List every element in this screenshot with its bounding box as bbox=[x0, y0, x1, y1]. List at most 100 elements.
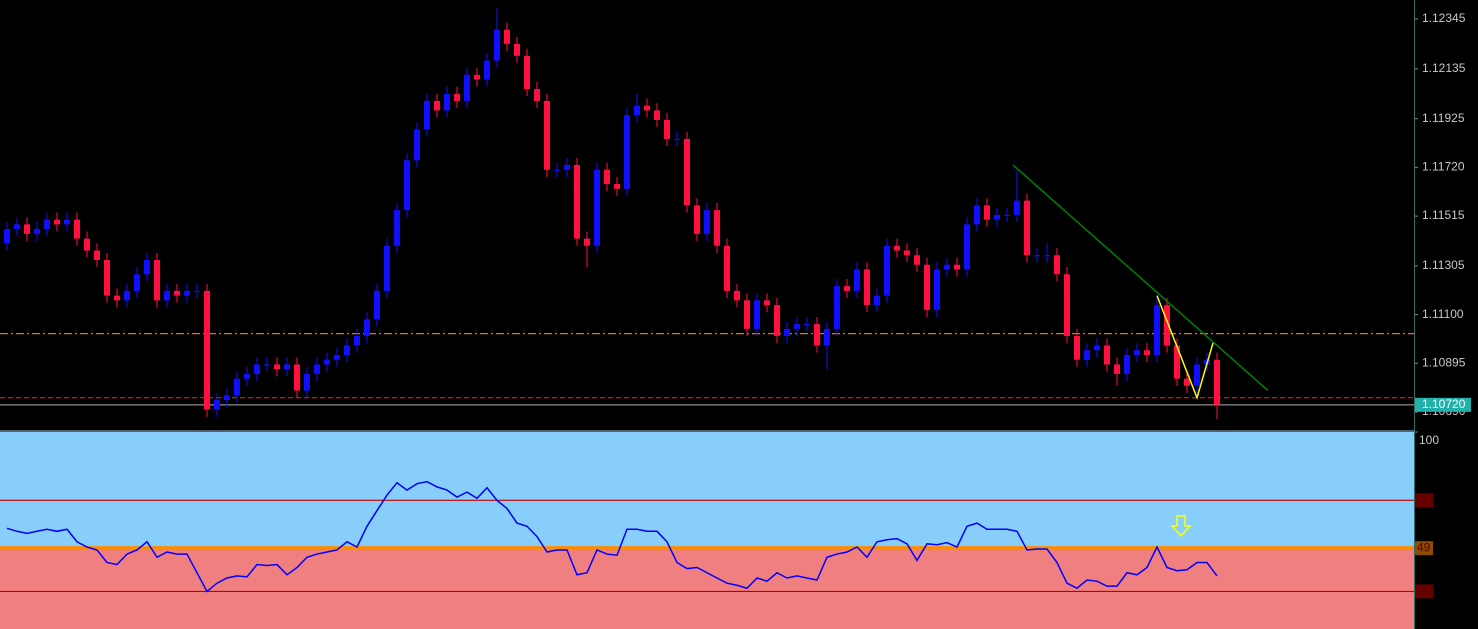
rsi-line bbox=[6, 480, 1218, 593]
candle-body bbox=[324, 359, 330, 365]
candle-body bbox=[304, 373, 310, 391]
candle-body bbox=[994, 214, 1000, 220]
candle-body bbox=[54, 219, 60, 225]
candle-body bbox=[134, 274, 140, 291]
candle-body bbox=[1154, 305, 1160, 355]
candle-body bbox=[164, 290, 170, 301]
candle-body bbox=[254, 364, 260, 374]
candle-body bbox=[104, 259, 110, 296]
candle-body bbox=[184, 290, 190, 296]
candle-body bbox=[334, 354, 340, 360]
candle-body bbox=[964, 224, 970, 270]
candle-body bbox=[284, 364, 290, 370]
candle-body bbox=[804, 324, 810, 326]
candle-body bbox=[1184, 378, 1190, 386]
y-tick-label: 1.12135 bbox=[1422, 61, 1466, 75]
candle-body bbox=[64, 219, 70, 225]
candle-body bbox=[844, 286, 850, 291]
candle-body bbox=[684, 138, 690, 206]
candle-body bbox=[924, 264, 930, 310]
candle-body bbox=[834, 286, 840, 329]
candle-body bbox=[144, 259, 150, 275]
y-tick-label: 100 bbox=[1419, 433, 1439, 447]
candle-body bbox=[884, 245, 890, 296]
candle-body bbox=[1074, 335, 1080, 360]
level-label-box bbox=[1415, 493, 1433, 508]
candle-body bbox=[1054, 255, 1060, 275]
y-tick-label: 49 bbox=[1417, 540, 1431, 554]
candle-body bbox=[504, 29, 510, 44]
candle-body bbox=[494, 29, 500, 61]
candle-body bbox=[654, 110, 660, 120]
candle-body bbox=[154, 259, 160, 301]
candle-body bbox=[904, 250, 910, 256]
y-tick-label: 1.10895 bbox=[1422, 355, 1466, 369]
candle-body bbox=[84, 238, 90, 251]
candle-body bbox=[464, 74, 470, 101]
candle-body bbox=[354, 335, 360, 346]
candle-body bbox=[1014, 200, 1020, 215]
y-tick-label: 30 bbox=[1417, 584, 1431, 598]
y-tick-label: 1.11100 bbox=[1422, 307, 1464, 321]
candle-body bbox=[484, 60, 490, 80]
candle-body bbox=[914, 255, 920, 265]
candle-body bbox=[264, 364, 270, 366]
zone bbox=[0, 548, 1414, 629]
candle-body bbox=[444, 93, 450, 111]
current-price-box bbox=[1415, 397, 1471, 412]
candle-body bbox=[244, 373, 250, 379]
level-label-box bbox=[1415, 541, 1433, 556]
candle-body bbox=[724, 245, 730, 291]
candle-body bbox=[814, 324, 820, 346]
candle-body bbox=[974, 205, 980, 225]
candle-body bbox=[194, 290, 200, 292]
candle-body bbox=[794, 324, 800, 329]
y-tick-label: 1.12345 bbox=[1422, 11, 1466, 25]
candle-body bbox=[694, 205, 700, 234]
candle-body bbox=[824, 328, 830, 346]
candle-body bbox=[1124, 354, 1130, 374]
candle-body bbox=[114, 295, 120, 301]
candle-body bbox=[674, 138, 680, 140]
trendline bbox=[1156, 295, 1214, 401]
candle-body bbox=[894, 245, 900, 251]
candle-body bbox=[634, 105, 640, 116]
y-tick-label: 70 bbox=[1417, 492, 1431, 506]
candle-body bbox=[44, 219, 50, 230]
candle-body bbox=[1084, 350, 1090, 360]
candle-body bbox=[174, 290, 180, 296]
candle-body bbox=[204, 290, 210, 410]
candle-body bbox=[774, 305, 780, 336]
candle-body bbox=[1114, 364, 1120, 374]
candle-body bbox=[1144, 350, 1150, 355]
signal-arrow bbox=[1170, 515, 1192, 538]
candle-body bbox=[394, 210, 400, 246]
candle-body bbox=[1174, 345, 1180, 379]
candle-body bbox=[424, 100, 430, 130]
candle-body bbox=[944, 264, 950, 270]
candle-body bbox=[404, 160, 410, 211]
candle-body bbox=[224, 395, 230, 401]
candle-body bbox=[1104, 345, 1110, 365]
candle-body bbox=[584, 238, 590, 246]
candle-body bbox=[474, 74, 480, 80]
candle-body bbox=[454, 93, 460, 101]
candle-body bbox=[1194, 364, 1200, 386]
candle-body bbox=[594, 169, 600, 246]
candle-body bbox=[214, 400, 220, 410]
candle-body bbox=[754, 300, 760, 329]
candle-body bbox=[764, 300, 770, 306]
candle-body bbox=[734, 290, 740, 301]
candle-body bbox=[784, 328, 790, 336]
candle-body bbox=[1034, 255, 1040, 257]
candle-body bbox=[34, 229, 40, 234]
candle-body bbox=[524, 55, 530, 90]
candle-body bbox=[704, 210, 710, 234]
candle-body bbox=[554, 169, 560, 171]
level-label-box bbox=[1415, 584, 1433, 599]
trendline bbox=[1012, 164, 1269, 392]
candle-body bbox=[1004, 214, 1010, 216]
candle-body bbox=[744, 300, 750, 329]
